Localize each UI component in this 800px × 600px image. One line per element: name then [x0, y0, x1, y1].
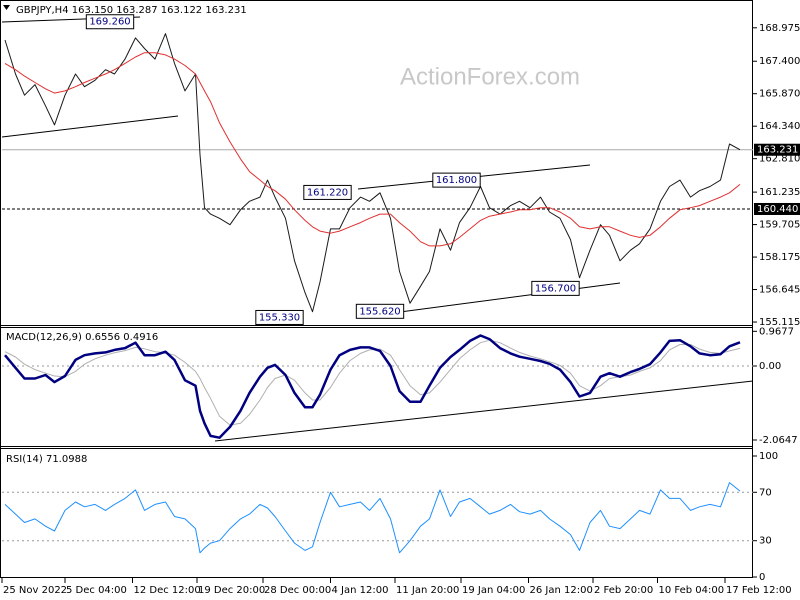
x-tick-label: 17 Feb 12:00: [726, 585, 792, 596]
y-tick-label: 156.645: [759, 285, 800, 296]
series-line: [4, 339, 741, 426]
y-tick-label: -2.0647: [759, 435, 798, 446]
annotation-box: [355, 303, 405, 319]
x-tick-label: 26 Jan 12:00: [530, 585, 593, 596]
x-tick-label: 28 Dec 00:00: [264, 585, 331, 596]
x-tick-label: 10 Feb 04:00: [659, 585, 725, 596]
y-tick-label: 30: [759, 536, 772, 547]
y-tick-label: 0.9677: [759, 326, 794, 337]
x-tick-label: 4 Jan 12:00: [332, 585, 389, 596]
annotation-label: 156.700: [535, 283, 576, 294]
y-tick-label: 0.00: [759, 361, 781, 372]
annotation-box: [432, 172, 481, 188]
rsi-title: RSI(14) 71.0988: [6, 454, 87, 465]
y-tick-label: 168.975: [759, 23, 800, 34]
y-tick-label: 70: [759, 487, 772, 498]
y-tick-label: 161.235: [759, 187, 800, 198]
series-line: [4, 33, 741, 313]
series-line: [4, 52, 741, 247]
x-tick-label: 19 Jan 04:00: [462, 585, 525, 596]
x-tick-label: 11 Jan 20:00: [396, 585, 459, 596]
annotation-label: 161.800: [436, 175, 477, 186]
price-label-box: [754, 143, 800, 156]
x-tick-label: 2 Feb 20:00: [594, 585, 653, 596]
annotation-label: 155.620: [359, 306, 400, 317]
frame: [0, 0, 753, 578]
trendline: [1, 115, 179, 138]
trendline: [399, 282, 621, 313]
chart-title: GBPJPY,H4 163.150 163.287 163.122 163.23…: [16, 5, 247, 16]
y-tick-label: 162.810: [759, 154, 800, 165]
y-tick-label: 158.175: [759, 252, 800, 263]
x-tick-label: 19 Dec 20:00: [198, 585, 265, 596]
y-tick-label: 159.705: [759, 220, 800, 231]
price-label: 160.440: [757, 204, 798, 215]
x-tick-label: 5 Dec 04:00: [66, 585, 127, 596]
annotation-box: [255, 309, 304, 325]
annotation-label: 169.260: [89, 17, 130, 28]
annotation-box: [303, 184, 352, 200]
y-tick-label: 155.115: [759, 317, 800, 328]
annotation-box: [85, 14, 135, 30]
trendline: [214, 380, 754, 442]
x-tick-label: 25 Nov 2022: [3, 585, 67, 596]
y-tick-label: 0: [759, 572, 765, 583]
y-tick-label: 165.870: [759, 89, 800, 100]
annotation-box: [531, 280, 580, 296]
macd-title: MACD(12,26,9) 0.6556 0.4916: [6, 332, 158, 343]
y-tick-label: 100: [759, 451, 778, 462]
price-label-box: [754, 202, 800, 215]
price-label: 163.231: [757, 145, 798, 156]
annotation-label: 161.220: [307, 187, 348, 198]
x-tick-label: 12 Dec 12:00: [134, 585, 201, 596]
y-tick-label: 164.340: [759, 121, 800, 132]
series-line: [4, 334, 741, 439]
watermark: ActionForex.com: [400, 63, 580, 90]
series-line: [4, 482, 741, 554]
menu-arrow: [3, 5, 10, 10]
y-tick-label: 167.400: [759, 56, 800, 67]
annotation-label: 155.330: [259, 312, 300, 323]
